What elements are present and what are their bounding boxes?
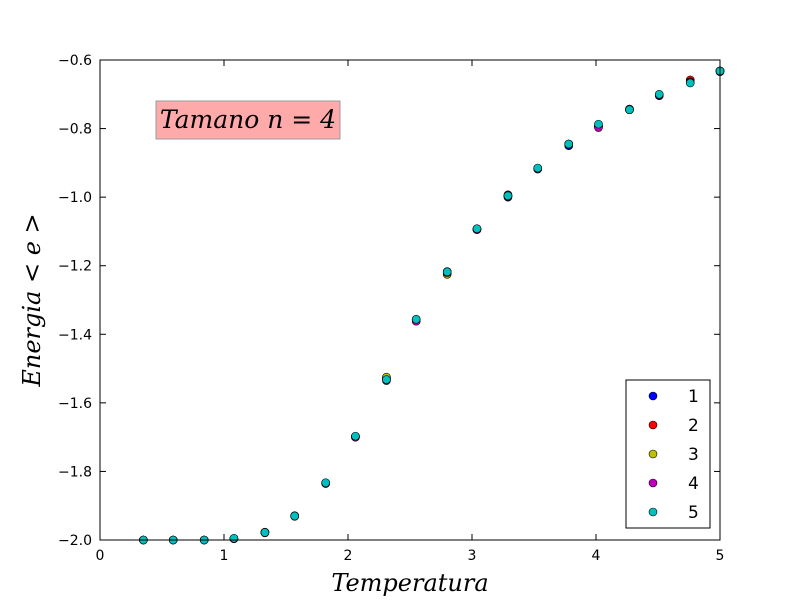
data-point-series-5	[351, 431, 360, 441]
y-tick-label: −1.4	[58, 327, 92, 343]
data-point-series-5	[442, 267, 452, 277]
y-axis-label: Energia < e >	[18, 213, 46, 387]
annotation-text: Tamano n = 4	[160, 105, 336, 134]
legend-marker-1	[648, 391, 658, 401]
data-point-series-5	[625, 105, 634, 115]
axis-ticks: 0 1 2 3 4 5 −2.0 −1.8 −1.6 −1.4 −1.2 −1.0 −0.8 −0.6	[58, 53, 724, 564]
plot-frame	[99, 59, 721, 541]
legend-marker-2	[648, 420, 658, 430]
y-tick-label: −0.8	[58, 122, 92, 138]
y-tick-label: −1.0	[58, 190, 92, 206]
y-tick-label: −0.6	[58, 53, 92, 69]
y-tick-label: −1.6	[58, 396, 92, 412]
data-point-series-5	[564, 139, 574, 149]
annotation-background	[155, 100, 341, 140]
legend-marker-3	[648, 449, 658, 459]
annotation-box: Tamano n = 4	[155, 100, 341, 140]
data-point-series-5	[321, 478, 330, 488]
data-point-series-5	[290, 511, 299, 521]
legend-label-3: 3	[688, 445, 699, 465]
x-tick-label: 4	[592, 548, 601, 564]
y-tick-label: −1.2	[58, 259, 92, 275]
x-tick-label: 2	[344, 548, 353, 564]
data-point-series-5	[503, 191, 513, 201]
data-point-series-5	[533, 163, 543, 173]
legend-label-1: 1	[688, 387, 699, 407]
x-tick-label: 5	[716, 548, 725, 564]
data-point-series-5	[411, 314, 421, 324]
data-point-series-5	[685, 78, 695, 88]
data-point-series-5	[472, 224, 482, 233]
x-axis-label: Temperatura	[331, 569, 488, 597]
x-tick-label: 1	[220, 548, 229, 564]
x-tick-label: 0	[96, 548, 105, 564]
legend-label-2: 2	[688, 416, 699, 436]
legend-marker-4	[648, 478, 658, 488]
legend-marker-5	[648, 507, 658, 517]
data-point-series-5	[382, 375, 391, 384]
data-point-series-5	[229, 533, 239, 543]
data-point-series-5	[260, 528, 270, 537]
legend: 1 2 3 4 5	[625, 379, 711, 529]
x-tick-label: 3	[468, 548, 477, 564]
legend-label-4: 4	[688, 474, 699, 494]
legend-label-5: 5	[688, 503, 699, 523]
data-point-series-5	[654, 89, 664, 99]
legend-frame	[625, 379, 711, 529]
y-tick-label: −1.8	[58, 464, 92, 480]
data-point-series-5	[594, 119, 603, 129]
y-tick-label: −2.0	[58, 533, 92, 549]
